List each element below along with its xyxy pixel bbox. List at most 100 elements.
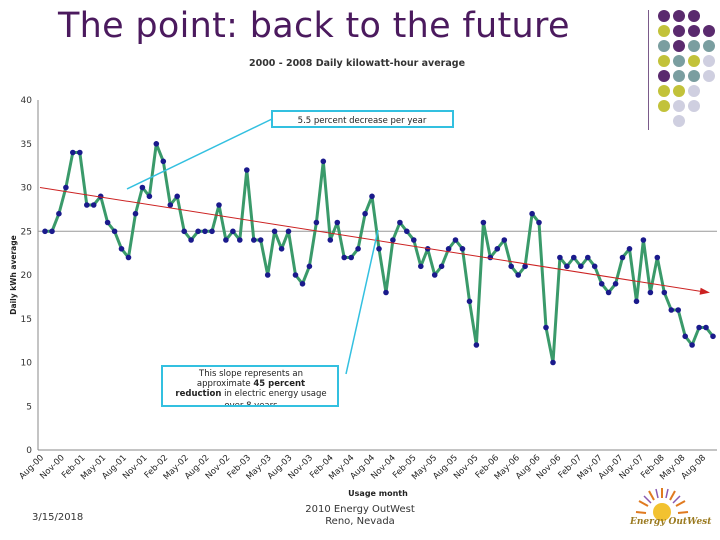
slide-title: The point: back to the future: [58, 6, 570, 46]
data-point: [285, 228, 292, 235]
data-point: [557, 254, 563, 261]
decor-dot: [673, 85, 685, 97]
decor-dot: [688, 25, 700, 37]
y-axis-label: Daily kWh average: [9, 235, 18, 314]
data-point: [571, 254, 577, 261]
usage-chart: 2000 - 2008 Daily kilowatt-hour average …: [9, 58, 717, 498]
data-point: [111, 228, 118, 235]
data-point: [223, 237, 229, 243]
data-point: [209, 228, 215, 235]
data-point: [139, 184, 146, 191]
data-point: [438, 263, 445, 270]
decor-dot: [658, 40, 670, 52]
decor-dot: [673, 115, 685, 127]
annotation-bottom-line1: This slope represents an: [198, 369, 303, 379]
data-point: [397, 219, 403, 226]
decor-divider: [648, 10, 649, 130]
annotation-bottom-line3: reduction in electric energy usage: [175, 389, 326, 399]
data-point: [605, 289, 612, 296]
data-point: [153, 141, 160, 147]
decor-dot: [673, 55, 685, 67]
data-point: [146, 193, 153, 200]
annotation-top-pointer: [126, 118, 273, 190]
decor-dot: [658, 70, 670, 82]
data-point: [466, 298, 473, 305]
y-tick-label: 20: [21, 271, 33, 281]
decor-dot: [673, 70, 685, 82]
data-point: [125, 254, 132, 261]
decor-dot: [703, 70, 715, 82]
data-point: [257, 237, 264, 243]
decor-dot: [688, 100, 700, 112]
annotation-bottom-pointer: [345, 229, 379, 375]
decor-dot: [688, 85, 700, 97]
data-point: [703, 324, 709, 331]
decor-dot: [673, 10, 685, 22]
data-point: [598, 281, 605, 287]
decor-dot: [658, 100, 670, 112]
data-point: [341, 254, 348, 261]
data-point: [445, 246, 452, 252]
x-axis-label: Usage month: [348, 489, 408, 498]
decor-dot: [658, 25, 670, 37]
data-point: [63, 184, 69, 191]
data-point: [362, 210, 368, 217]
footer-date: 3/15/2018: [32, 512, 84, 523]
data-point: [529, 210, 535, 217]
data-point: [49, 228, 55, 235]
decor-dot: [673, 25, 685, 37]
footer-org-line2: Reno, Nevada: [325, 516, 395, 527]
data-point: [42, 228, 48, 235]
footer-org-line1: 2010 Energy OutWest: [305, 504, 415, 515]
footer-org: 2010 Energy OutWest Reno, Nevada: [290, 504, 430, 528]
data-point: [612, 281, 619, 287]
data-point: [216, 202, 222, 208]
y-tick-label: 5: [26, 402, 32, 412]
decor-dot: [688, 10, 700, 22]
data-point: [383, 289, 389, 296]
decor-dot: [703, 40, 715, 52]
decor-dot: [673, 40, 685, 52]
data-point: [647, 289, 654, 296]
data-point: [640, 237, 647, 243]
data-point: [306, 263, 313, 270]
chart-title: 2000 - 2008 Daily kilowatt-hour average: [249, 58, 465, 69]
logo-text: Energy OutWest: [630, 517, 712, 527]
data-point: [202, 228, 208, 235]
annotation-bottom-line2: approximate 45 percent: [197, 379, 305, 389]
annotation-bottom-box: [161, 365, 339, 407]
data-point: [355, 246, 361, 252]
y-tick-label: 0: [26, 446, 32, 456]
data-point: [348, 254, 355, 261]
data-point: [578, 263, 584, 270]
data-point: [668, 307, 675, 313]
y-tick-label: 25: [21, 227, 32, 237]
data-point: [682, 333, 688, 340]
data-point: [369, 193, 375, 200]
energy-outwest-logo: [635, 488, 689, 521]
data-point: [591, 263, 598, 270]
data-point: [160, 158, 167, 165]
data-point: [292, 272, 299, 278]
data-point: [376, 246, 382, 252]
data-point: [118, 246, 125, 252]
data-point: [411, 237, 417, 243]
data-point: [543, 324, 549, 331]
data-point: [188, 237, 194, 243]
data-point: [167, 202, 174, 208]
y-tick-label: 10: [21, 359, 33, 369]
data-point: [390, 237, 396, 243]
decor-dot: [703, 25, 715, 37]
decor-dot: [658, 10, 670, 22]
data-point: [181, 228, 187, 235]
data-point: [132, 210, 139, 217]
data-point: [473, 342, 480, 348]
data-point: [675, 307, 681, 313]
series-line: [45, 142, 715, 364]
data-point: [84, 202, 90, 208]
y-tick-label: 35: [21, 140, 32, 150]
data-point: [633, 298, 640, 305]
data-point: [661, 289, 668, 296]
data-point: [264, 272, 271, 278]
trend-arrowhead: [699, 287, 710, 295]
